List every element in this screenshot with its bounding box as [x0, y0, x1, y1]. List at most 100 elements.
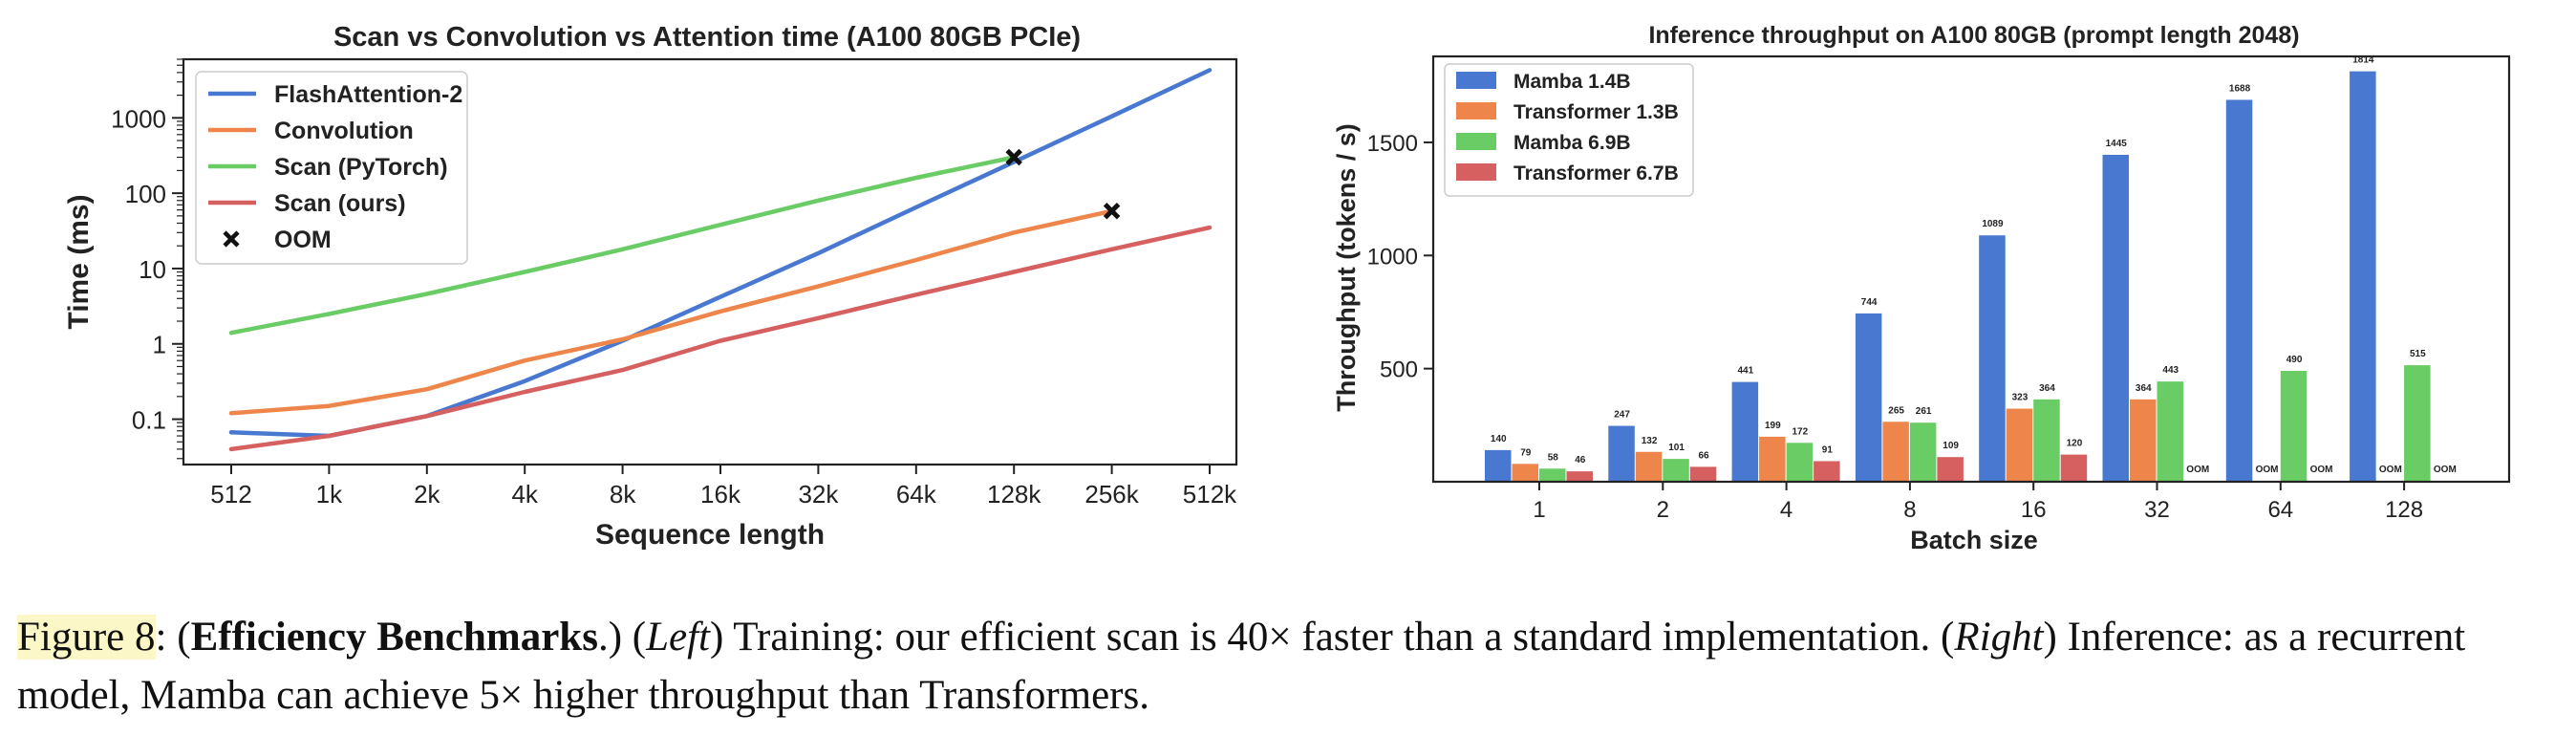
bar-value-label: 1814	[2352, 55, 2374, 66]
right-x-axis-label: Batch size	[1910, 526, 2038, 554]
bar-value-label: 101	[1668, 443, 1685, 453]
left-x-tick-label: 2k	[414, 480, 440, 509]
caption-sep: : (	[155, 615, 191, 660]
bar-value-label: 515	[2410, 349, 2426, 359]
bar-value-label: 744	[1861, 297, 1878, 308]
bar	[2225, 99, 2253, 482]
bar-oom-label: OOM	[2434, 465, 2457, 475]
right-y-axis-label: Throughput (tokens / s)	[1332, 123, 1361, 411]
bar	[1512, 464, 1538, 482]
bar	[2006, 408, 2033, 482]
left-x-tick-label: 512k	[1183, 480, 1237, 509]
bar	[2404, 365, 2431, 482]
oom-marker	[1005, 148, 1022, 166]
bar-value-label: 364	[2039, 383, 2055, 394]
left-x-tick-label: 128k	[987, 480, 1041, 509]
bar	[2033, 399, 2060, 482]
bar	[1814, 461, 1840, 482]
bar	[1689, 466, 1717, 482]
bar-value-label: 1688	[2229, 83, 2251, 94]
right-x-tick-label: 2	[1657, 497, 1669, 523]
left-y-tick-label: 10	[139, 255, 166, 284]
bar	[1909, 422, 1937, 482]
bar-value-label: 46	[1575, 455, 1586, 465]
left-x-tick-label: 32k	[798, 480, 839, 509]
right-plot-frame	[1431, 54, 2511, 484]
bar	[1485, 449, 1512, 482]
bar	[2130, 399, 2157, 482]
left-legend-box	[195, 71, 468, 265]
right-legend-label: Transformer 6.7B	[1513, 162, 1679, 184]
left-legend-label: Convolution	[274, 118, 414, 144]
bar-value-label: 490	[2286, 355, 2303, 365]
bar-value-label: 323	[2012, 393, 2029, 403]
bar	[1786, 443, 1814, 482]
bar-value-label: 199	[1765, 421, 1781, 431]
caption-right-word: Right	[1954, 615, 2044, 660]
left-x-tick-label: 512	[210, 480, 251, 509]
bar-value-label: 91	[1822, 444, 1834, 455]
bar	[1937, 457, 1964, 482]
right-legend-label: Mamba 1.4B	[1513, 71, 1631, 93]
left-x-axis-label: Sequence length	[595, 519, 825, 551]
bar	[1855, 313, 1882, 482]
bar-oom-label: OOM	[2256, 465, 2279, 475]
left-y-tick-label: 100	[125, 180, 166, 208]
bar	[1759, 436, 1786, 482]
right-chart-title: Inference throughput on A100 80GB (promp…	[1648, 22, 2299, 49]
bar	[1731, 381, 1759, 482]
bar-value-label: 1089	[1982, 219, 2004, 229]
right-x-tick-label: 32	[2144, 497, 2170, 523]
right-x-tick-label: 16	[2021, 497, 2047, 523]
bar-oom-label: OOM	[2379, 465, 2402, 475]
bar-oom-label: OOM	[2186, 465, 2209, 475]
bar	[1663, 459, 1689, 482]
bar	[2157, 381, 2183, 482]
bar-value-label: 120	[2067, 439, 2083, 449]
bar	[1539, 468, 1566, 482]
left-y-tick-label: 1000	[111, 104, 166, 133]
right-y-tick-label: 1500	[1367, 131, 1418, 157]
oom-marker	[1103, 203, 1121, 220]
bar	[1979, 235, 2006, 482]
oom-marker-stroke	[1005, 148, 1022, 166]
right-x-tick-label: 1	[1533, 497, 1545, 523]
bar	[2280, 371, 2308, 482]
left-y-tick-label: 1	[153, 331, 166, 359]
right-legend: Mamba 1.4B Transformer 1.3B Mamba 6.9B Tran…	[1444, 63, 1694, 197]
left-y-axis-label: Time (ms)	[63, 194, 95, 329]
bar-value-label: 79	[1520, 447, 1532, 458]
right-x-tick-label: 128	[2385, 497, 2423, 523]
bar-oom-label: OOM	[2310, 465, 2333, 475]
right-y-tick-label: 1000	[1367, 244, 1418, 270]
bar-value-label: 441	[1738, 366, 1754, 377]
right-legend-swatch	[1456, 72, 1496, 89]
bar-value-label: 265	[1888, 405, 1904, 416]
left-legend-label: OOM	[274, 227, 332, 253]
bar-value-label: 172	[1792, 426, 1809, 437]
left-x-tick-label: 4k	[511, 480, 538, 509]
bar-value-label: 247	[1614, 410, 1630, 421]
left-legend-label: Scan (ours)	[274, 190, 406, 217]
bar	[2102, 154, 2129, 482]
series-line-scan-pytorch	[228, 155, 1017, 336]
bar	[1566, 471, 1593, 482]
right-legend-swatch	[1456, 133, 1496, 150]
bar	[2350, 71, 2376, 482]
bar-value-label: 261	[1916, 406, 1932, 417]
right-x-tick-label: 8	[1903, 497, 1916, 523]
left-x-tick-label: 1k	[316, 480, 343, 509]
figure-caption: Figure 8: (Efficiency Benchmarks.) (Left…	[17, 608, 2549, 725]
left-x-tick-label: 16k	[700, 480, 741, 509]
right-x-tick-label: 64	[2267, 497, 2293, 523]
bar	[1635, 451, 1663, 482]
right-x-tick-label: 4	[1780, 497, 1792, 523]
right-legend-box	[1444, 63, 1694, 197]
left-legend-oom-marker	[223, 230, 240, 248]
left-plot-frame	[182, 57, 1238, 466]
bar-value-label: 1445	[2106, 139, 2128, 149]
bar-value-label: 443	[2162, 365, 2179, 376]
caption-left-text: ) Training: our efficient scan is 40× fa…	[709, 615, 1955, 660]
bar	[1882, 422, 1909, 482]
figure-label: Figure 8	[17, 615, 156, 660]
